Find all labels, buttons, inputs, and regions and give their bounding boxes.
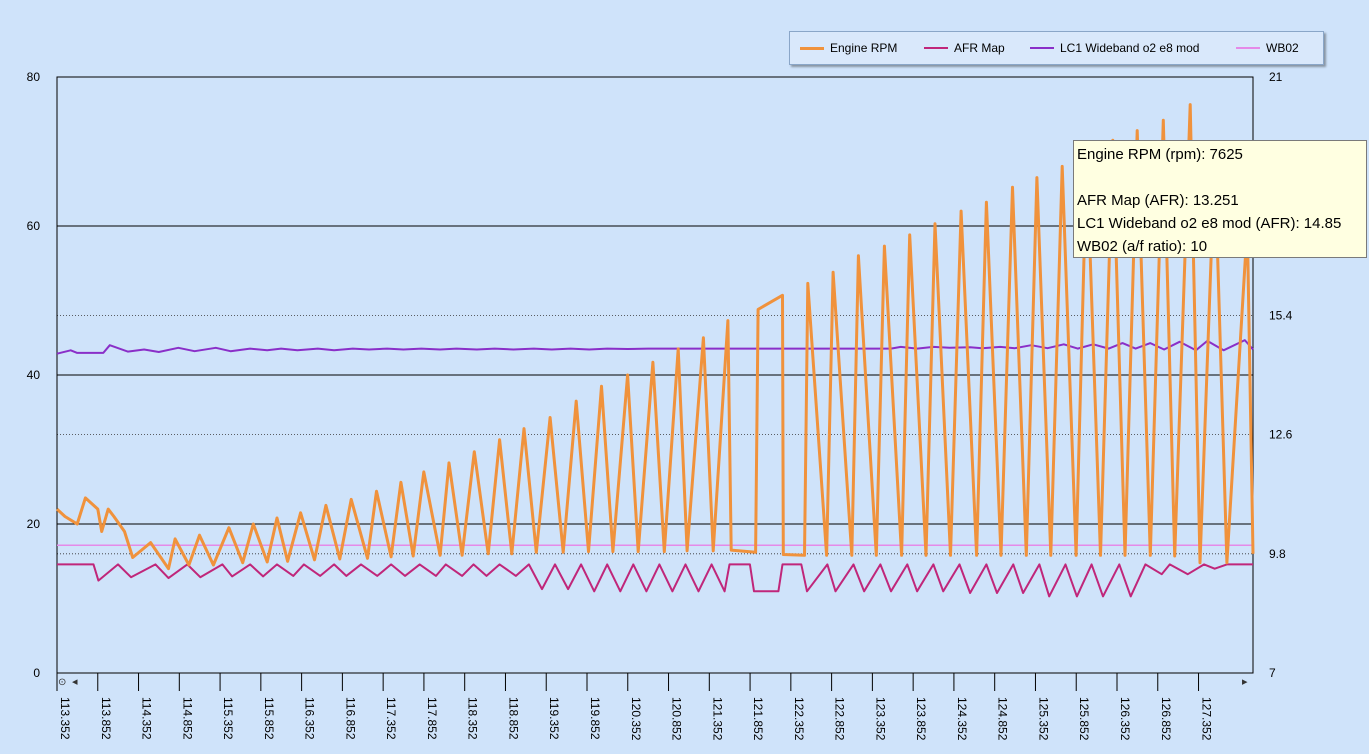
x-tick-label: 125.852	[1077, 697, 1091, 741]
x-tick-label: 123.852	[914, 697, 928, 741]
tooltip-afr-map: AFR Map (AFR): 13.251	[1077, 192, 1239, 209]
left-tick-label: 80	[27, 70, 41, 84]
legend-swatch-lc1-wideband	[1030, 47, 1054, 49]
x-tick-label: 126.352	[1118, 697, 1132, 741]
x-tick-label: 115.352	[221, 697, 235, 740]
data-tooltip: Engine RPM (rpm): 7625 AFR Map (AFR): 13…	[1073, 140, 1367, 258]
x-tick-label: 123.352	[873, 697, 887, 741]
series-line-lc1-wideband-o2-e8-mod	[56, 339, 1254, 355]
horizontal-scrollbar[interactable]: ⊙ ◂ ▸	[58, 675, 1248, 688]
x-tick-label: 118.352	[466, 697, 480, 740]
series-line-afr-map	[57, 563, 1253, 598]
x-tick-label: 115.852	[262, 697, 276, 740]
right-tick-label: 15.4	[1269, 308, 1293, 322]
series-layer	[55, 103, 1255, 598]
left-tick-label: 60	[27, 219, 41, 233]
tooltip-wb02: WB02 (a/f ratio): 10	[1077, 238, 1208, 255]
legend-swatch-afr-map	[924, 47, 948, 49]
legend-label-engine-rpm: Engine RPM	[830, 41, 898, 55]
legend-item-lc1-wideband[interactable]: LC1 Wideband o2 e8 mod	[1030, 40, 1199, 56]
tooltip-lc1-wideband: LC1 Wideband o2 e8 mod (AFR): 14.85	[1077, 215, 1342, 232]
x-tick-label: 114.352	[140, 697, 154, 740]
x-axis-ticks: 113.352 113.852 114.352 114.852 115.352 115.8…	[56, 673, 1214, 741]
legend-item-engine-rpm[interactable]: Engine RPM	[800, 40, 897, 56]
x-tick-label: 127.352	[1200, 697, 1214, 741]
x-tick-label: 116.352	[303, 697, 317, 740]
left-tick-label: 0	[33, 666, 40, 680]
x-tick-label: 122.352	[792, 697, 806, 741]
x-tick-label: 118.852	[506, 697, 520, 740]
legend-swatch-wb02	[1236, 47, 1260, 49]
legend-item-wb02[interactable]: WB02	[1236, 40, 1299, 56]
x-tick-label: 113.852	[99, 697, 113, 740]
x-tick-label: 119.352	[547, 697, 561, 740]
x-tick-label: 120.852	[670, 697, 684, 741]
x-tick-label: 119.852	[588, 697, 602, 740]
tooltip-engine-rpm: Engine RPM (rpm): 7625	[1077, 146, 1243, 163]
chart-legend: Engine RPM AFR Map LC1 Wideband o2 e8 mo…	[789, 31, 1324, 65]
left-tick-label: 40	[27, 368, 41, 382]
legend-label-afr-map: AFR Map	[954, 41, 1005, 55]
x-tick-label: 124.352	[955, 697, 969, 741]
legend-swatch-engine-rpm	[800, 46, 824, 50]
x-tick-label: 121.352	[710, 697, 724, 741]
tooltip-spacer	[1077, 166, 1363, 189]
legend-label-lc1-wideband: LC1 Wideband o2 e8 mod	[1060, 41, 1200, 55]
x-tick-label: 120.352	[629, 697, 643, 741]
legend-label-wb02: WB02	[1266, 41, 1299, 55]
x-tick-label: 114.852	[180, 697, 194, 740]
x-tick-label: 117.352	[384, 697, 398, 740]
x-tick-label: 121.852	[751, 697, 765, 741]
x-tick-label: 116.852	[343, 697, 357, 740]
left-axis-ticks: 0 20 40 60 80	[27, 70, 41, 680]
right-tick-label: 21	[1269, 70, 1283, 84]
right-tick-label: 7	[1269, 666, 1276, 680]
x-tick-label: 113.352	[58, 697, 72, 740]
series-line-engine-rpm	[55, 103, 1255, 571]
x-tick-label: 125.352	[1036, 697, 1050, 741]
x-tick-label: 126.852	[1159, 697, 1173, 741]
x-tick-label: 124.852	[996, 697, 1010, 741]
x-tick-label: 117.852	[425, 697, 439, 740]
zoom-reset-icon[interactable]: ⊙	[58, 677, 66, 688]
right-tick-label: 12.6	[1269, 428, 1293, 442]
legend-item-afr-map[interactable]: AFR Map	[924, 40, 1005, 56]
plot-frame	[56, 76, 1254, 674]
x-tick-label: 122.852	[833, 697, 847, 741]
scroll-left-icon[interactable]: ◂	[72, 675, 78, 688]
left-tick-label: 20	[27, 517, 41, 531]
right-axis-ticks: 7 9.8 12.6 15.4 21	[1269, 70, 1293, 680]
scroll-right-icon[interactable]: ▸	[1242, 675, 1248, 688]
right-tick-label: 9.8	[1269, 547, 1286, 561]
